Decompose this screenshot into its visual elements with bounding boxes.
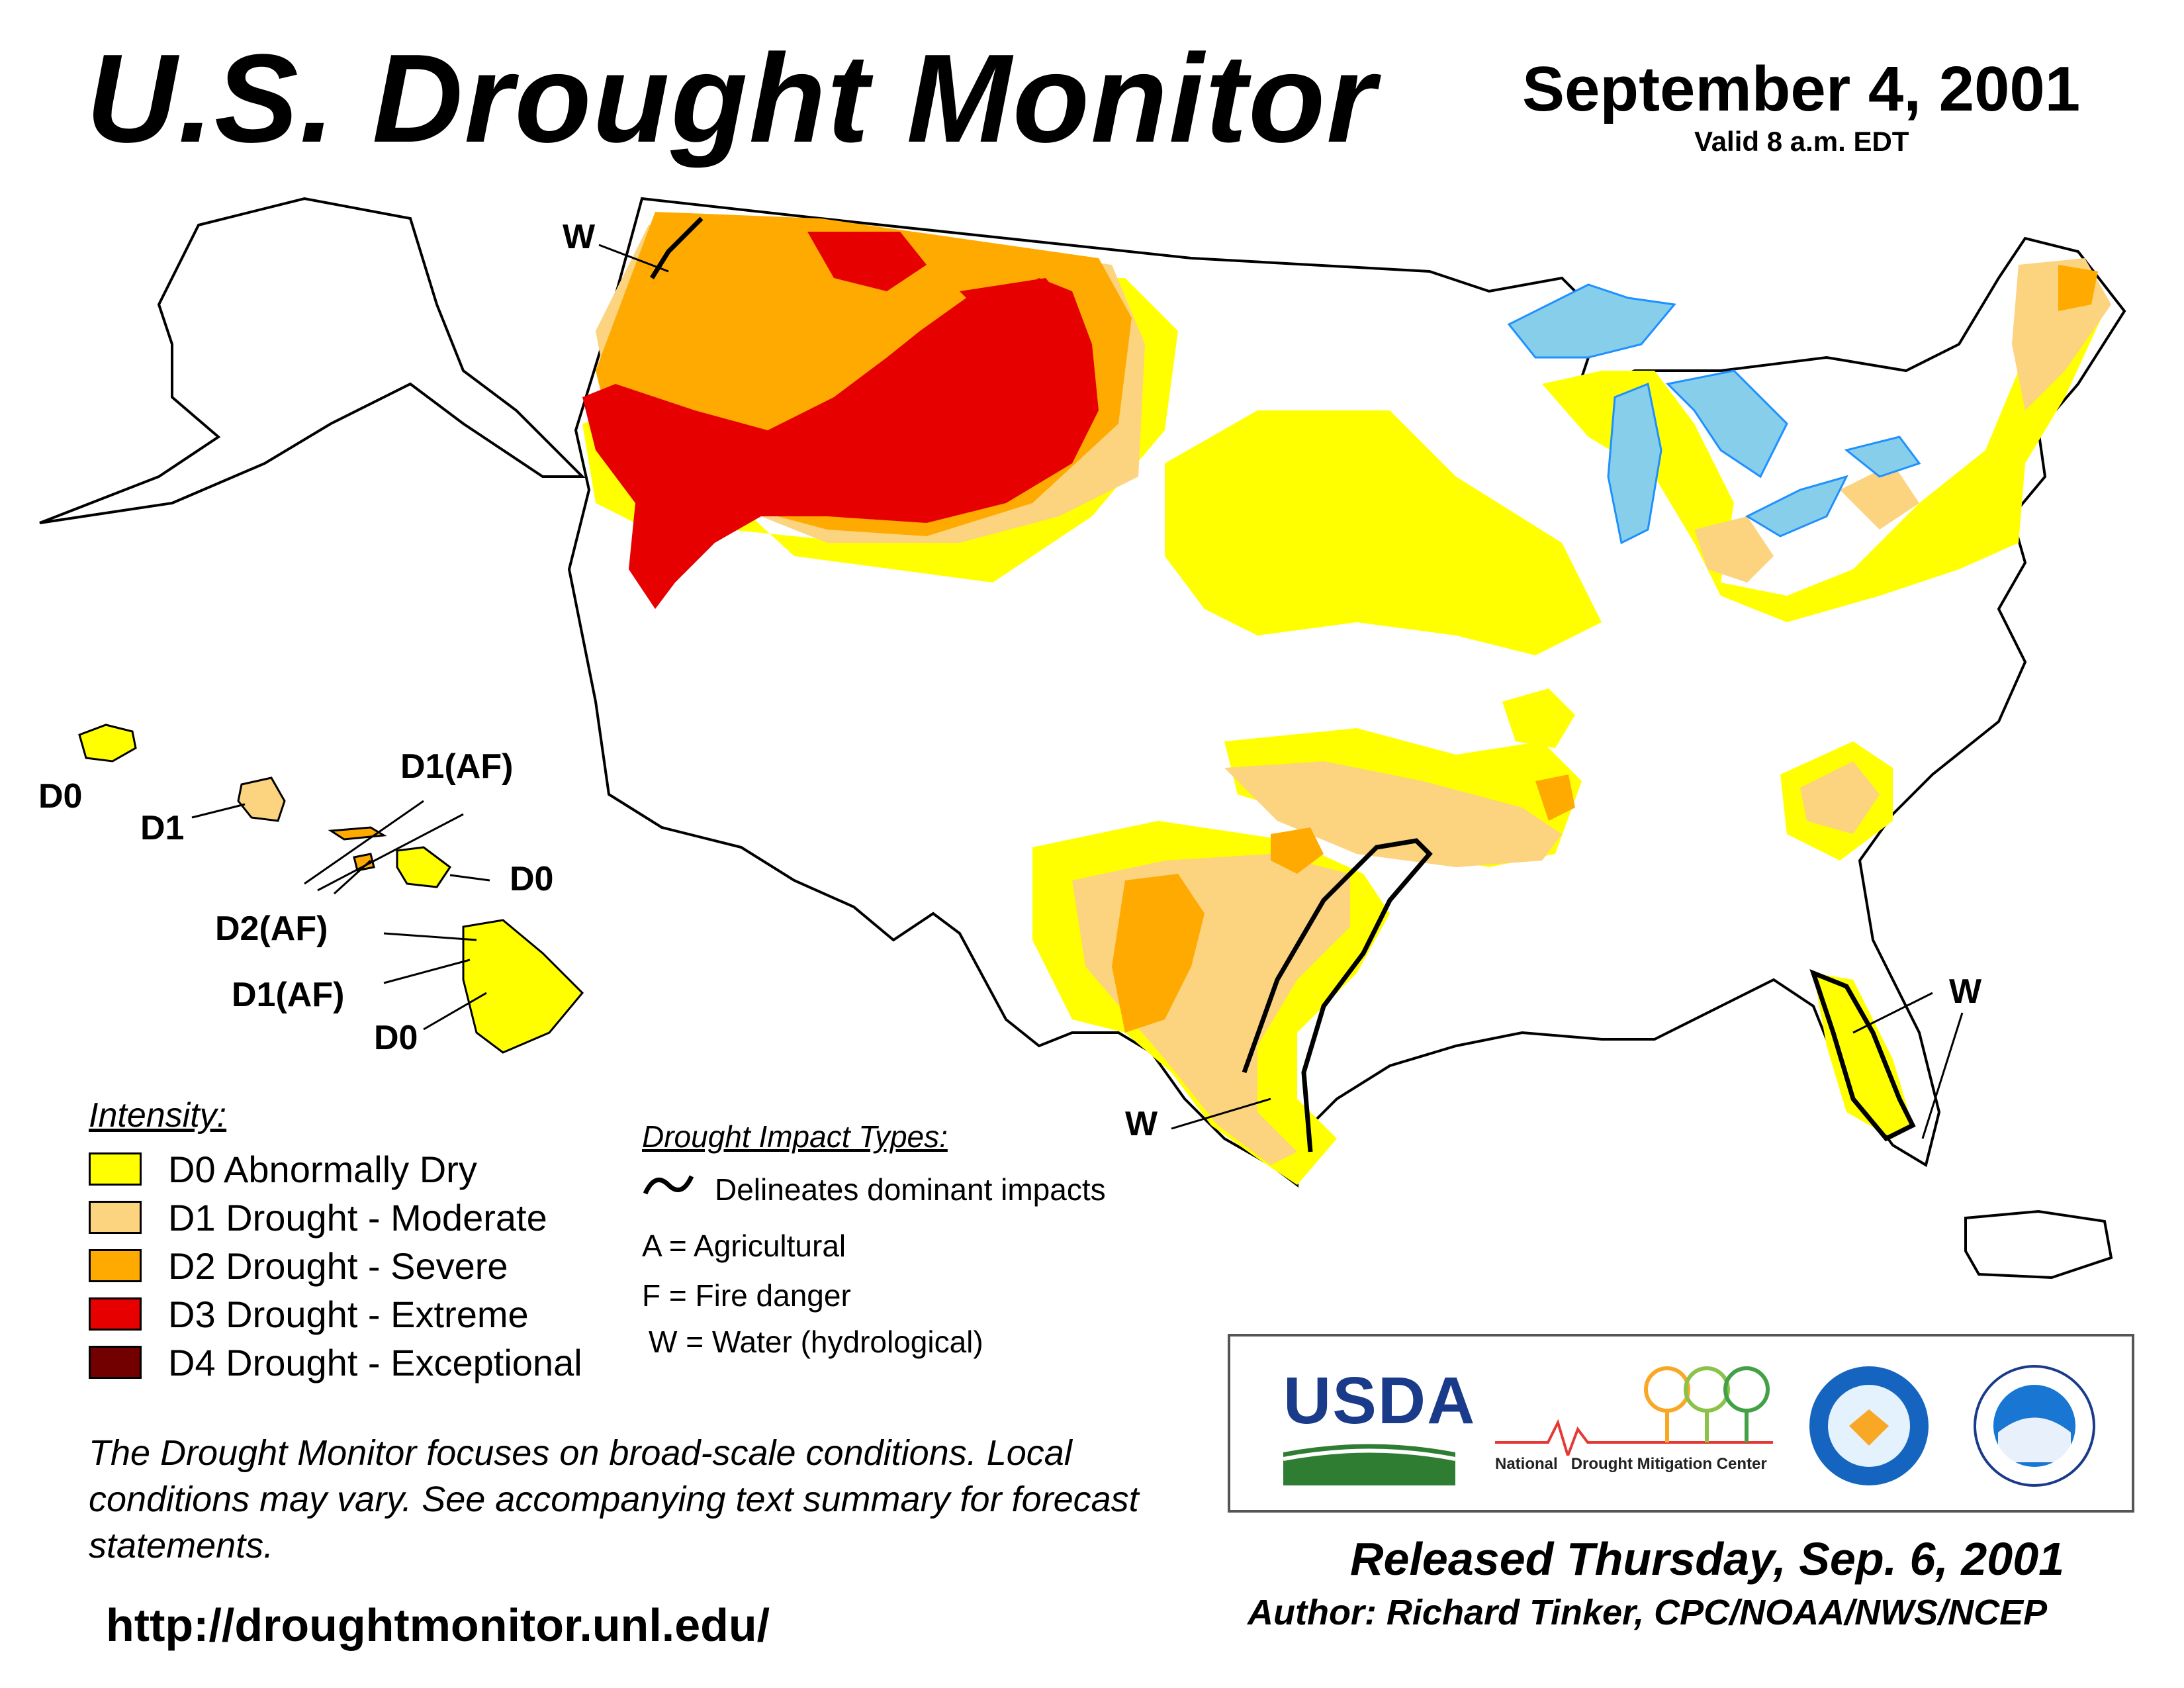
legend-item-d0: D0 Abnormally Dry <box>89 1149 477 1190</box>
d3-regions <box>582 232 1099 609</box>
alaska <box>39 197 586 524</box>
legend-label-d0: D0 Abnormally Dry <box>168 1148 477 1190</box>
label-w-northwest: W <box>563 218 596 256</box>
label-hawaii-d2af: D2(AF) <box>215 910 328 948</box>
puerto-rico <box>1964 1209 2113 1280</box>
legend-label-d1: D1 Drought - Moderate <box>168 1196 547 1239</box>
commerce-seal-icon <box>1809 1366 1929 1485</box>
ndmc-text-1: National <box>1495 1455 1558 1473</box>
legend-title: Intensity: <box>89 1096 227 1135</box>
disclaimer-note: The Drought Monitor focuses on broad-sca… <box>89 1433 1139 1566</box>
legend-swatch-d0 <box>89 1152 142 1186</box>
impact-title: Drought Impact Types: <box>642 1119 948 1154</box>
impact-lines <box>650 216 1916 1152</box>
legend-item-d4: D4 Drought - Exceptional <box>89 1342 582 1383</box>
molokai <box>328 826 387 841</box>
big-island <box>462 919 584 1054</box>
kauai <box>78 724 137 763</box>
page-title: U.S. Drought Monitor <box>86 28 1377 169</box>
ndmc-logo: National Drought Mitigation Center <box>1495 1363 1773 1474</box>
map-date: September 4, 2001 <box>1522 54 2081 124</box>
ndmc-logo-text: National Drought Mitigation Center <box>1495 1455 1773 1474</box>
valid-time: Valid 8 a.m. EDT <box>1694 126 1909 157</box>
impact-fire: F = Fire danger <box>642 1278 851 1313</box>
oahu <box>237 776 286 822</box>
label-hawaii-d1af-molokai: D1(AF) <box>400 747 513 786</box>
logo-panel: USDA National Drought Mitigation Center <box>1228 1334 2134 1513</box>
label-hawaii-d0-big-island: D0 <box>374 1019 418 1057</box>
legend-swatch-d1 <box>89 1201 142 1234</box>
author: Author: Richard Tinker, CPC/NOAA/NWS/NCE… <box>1248 1593 2048 1632</box>
label-hawaii-d1af-big-island: D1(AF) <box>232 976 344 1014</box>
legend-swatch-d4 <box>89 1346 142 1379</box>
legend-item-d3: D3 Drought - Extreme <box>89 1293 529 1335</box>
label-leaders <box>191 244 1964 1139</box>
legend-item-d1: D1 Drought - Moderate <box>89 1196 547 1239</box>
usda-logo: USDA <box>1283 1363 1476 1489</box>
noaa-seal-icon <box>1974 1365 2095 1487</box>
legend-swatch-d2 <box>89 1249 142 1282</box>
label-hawaii-d1-oahu: D1 <box>140 809 184 847</box>
impact-line-icon <box>643 1175 694 1195</box>
lanai <box>353 853 375 872</box>
hawaii <box>78 724 584 1054</box>
release-date: Released Thursday, Sep. 6, 2001 <box>1350 1533 2065 1585</box>
ndmc-text-2: Drought Mitigation Center <box>1570 1455 1767 1473</box>
legend-label-d3: D3 Drought - Extreme <box>168 1293 529 1335</box>
label-w-florida: W <box>1949 972 1982 1011</box>
label-hawaii-d0-kauai: D0 <box>38 777 82 816</box>
impact-line-desc: Delineates dominant impacts <box>715 1172 1106 1207</box>
legend-item-d2: D2 Drought - Severe <box>89 1244 508 1287</box>
website-link[interactable]: http://droughtmonitor.unl.edu/ <box>106 1599 770 1651</box>
maui <box>396 846 452 888</box>
legend-label-d2: D2 Drought - Severe <box>168 1244 508 1287</box>
impact-agricultural: A = Agricultural <box>642 1229 846 1263</box>
label-w-texas: W <box>1125 1105 1158 1143</box>
legend-swatch-d3 <box>89 1297 142 1331</box>
usda-logo-swoosh <box>1283 1444 1456 1485</box>
ndmc-tree-graphic <box>1495 1366 1773 1460</box>
impact-water: W = Water (hydrological) <box>649 1325 983 1359</box>
label-hawaii-d0-maui: D0 <box>510 860 553 898</box>
usda-logo-text: USDA <box>1283 1364 1477 1438</box>
great-lakes <box>1507 283 1921 545</box>
legend-label-d4: D4 Drought - Exceptional <box>168 1341 582 1383</box>
